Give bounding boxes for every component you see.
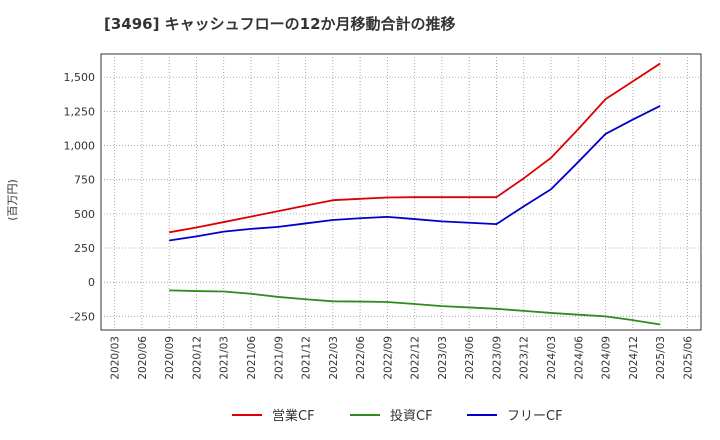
y-tick-label: 0	[88, 276, 95, 289]
x-tick-label: 2020/09	[164, 336, 176, 380]
x-tick-label: 2025/03	[655, 336, 667, 380]
x-tick-label: 2024/06	[573, 336, 585, 380]
x-tick-label: 2021/09	[273, 336, 285, 380]
legend-label: 営業CF	[272, 408, 315, 424]
y-axis-ticks: -250 0 250 500 750 1,000 1,250 1,500	[64, 71, 96, 323]
grid-lines	[101, 54, 701, 330]
x-tick-label: 2023/03	[437, 336, 449, 380]
y-tick-label: 750	[74, 174, 95, 187]
x-axis-ticks: 2020/03 2020/06 2020/09 2020/12 2021/03 2021/…	[110, 336, 695, 380]
y-tick-label: 250	[74, 242, 95, 255]
y-tick-label: 1,500	[64, 71, 96, 84]
x-tick-label: 2023/09	[491, 336, 503, 380]
y-tick-label: 1,000	[64, 140, 96, 153]
x-tick-label: 2024/03	[546, 336, 558, 380]
x-tick-label: 2025/06	[682, 336, 694, 380]
x-tick-label: 2021/12	[301, 336, 313, 380]
x-tick-label: 2022/12	[410, 336, 422, 380]
x-tick-label: 2021/03	[219, 336, 231, 380]
chart-title: [3496] キャッシュフローの12か月移動合計の推移	[104, 15, 456, 33]
x-tick-label: 2023/06	[464, 336, 476, 380]
series-lines	[169, 62, 661, 326]
x-tick-label: 2022/06	[355, 336, 367, 380]
x-tick-label: 2024/12	[628, 336, 640, 380]
y-tick-label: -250	[70, 310, 95, 323]
plot-area	[100, 53, 702, 331]
y-axis-label: (百万円)	[6, 179, 19, 221]
legend-label: フリーCF	[507, 409, 563, 424]
x-tick-label: 2020/12	[191, 336, 203, 380]
x-tick-label: 2023/12	[519, 336, 531, 380]
y-tick-label: 1,250	[64, 105, 96, 118]
x-tick-label: 2021/06	[246, 336, 258, 380]
y-tick-label: 500	[74, 208, 95, 221]
legend: 営業CF 投資CF フリーCF	[232, 408, 563, 424]
x-tick-label: 2020/03	[110, 336, 122, 380]
legend-label: 投資CF	[390, 408, 433, 424]
x-tick-label: 2022/09	[382, 336, 394, 380]
x-tick-label: 2024/09	[601, 336, 613, 380]
x-tick-label: 2020/06	[137, 336, 149, 380]
x-tick-label: 2022/03	[328, 336, 340, 380]
